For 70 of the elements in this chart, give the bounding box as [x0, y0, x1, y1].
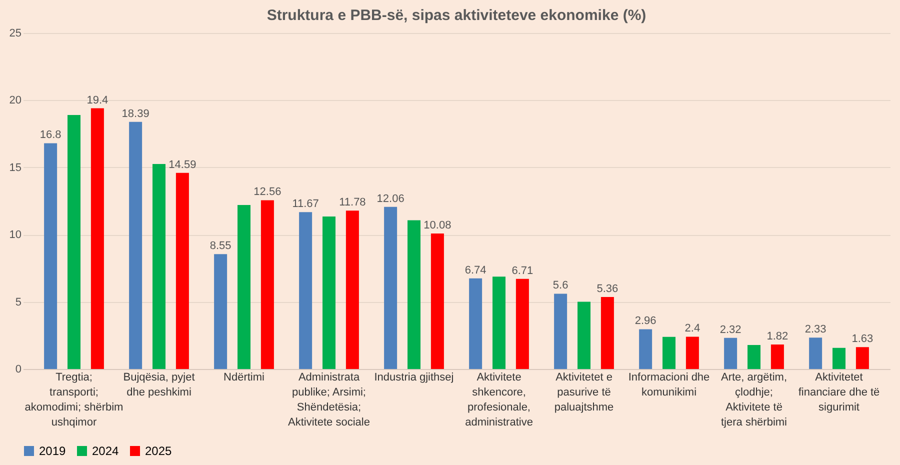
bar — [686, 336, 699, 369]
data-label: 2.33 — [804, 324, 826, 336]
bar — [408, 220, 420, 369]
x-tick-label: Ndërtimi — [224, 372, 264, 384]
x-tick-label: Bujqësia, pyjet dhe peshkimi — [123, 372, 195, 398]
bar — [90, 108, 104, 369]
bar — [600, 296, 614, 369]
bar — [129, 122, 142, 369]
data-label: 2.32 — [720, 324, 742, 336]
data-label: 2.96 — [634, 315, 656, 328]
data-label: 11.67 — [292, 198, 319, 210]
bar — [68, 114, 80, 369]
x-tick-label: Tregtia; transporti; akomodimi; shërbim ushqimor — [24, 372, 124, 428]
bar — [238, 205, 250, 369]
data-label: 5.36 — [596, 282, 618, 295]
bar — [469, 278, 482, 369]
data-label: 2.4 — [684, 322, 700, 335]
bar — [176, 172, 189, 369]
bar — [384, 206, 398, 369]
bar — [832, 348, 846, 369]
bar — [578, 302, 590, 369]
bar — [724, 338, 738, 369]
bar — [770, 344, 784, 369]
x-tick-label: Aktivitete shkencore, profesionale, administrative — [465, 372, 533, 428]
bar — [430, 234, 444, 369]
y-tick-label: 0 — [15, 364, 22, 376]
bar — [322, 216, 336, 369]
bar — [856, 347, 869, 369]
bar — [346, 210, 359, 369]
bar — [516, 278, 529, 369]
data-label: 1.63 — [852, 333, 874, 346]
legend-label: 2024 — [92, 444, 120, 458]
data-label: 12.56 — [254, 186, 282, 198]
x-tick-label: Informacioni dhe komunikimi — [628, 372, 710, 398]
y-tick-label: 5 — [15, 296, 22, 308]
bar — [748, 344, 760, 369]
x-tick-label: Aktivitetet e pasurive të paluajtshme — [554, 372, 614, 414]
y-tick-label: 25 — [9, 28, 22, 40]
legend-label: 2019 — [39, 444, 66, 458]
y-tick-label: 20 — [9, 94, 22, 107]
data-label: 12.06 — [376, 192, 404, 205]
legend-label: 2025 — [145, 444, 172, 458]
bar — [554, 294, 568, 369]
bar — [492, 276, 506, 369]
bar — [299, 212, 312, 369]
data-label: 18.39 — [122, 108, 150, 120]
bar — [639, 329, 652, 369]
data-label: 14.59 — [168, 158, 196, 171]
data-label: 6.71 — [512, 264, 534, 277]
data-label: 10.08 — [424, 220, 452, 232]
x-tick-label: Administrata publike; Arsimi; Shëndetësia; Aktivitete sociale — [288, 372, 370, 428]
data-label: 1.82 — [766, 330, 788, 343]
data-label: 6.74 — [464, 264, 486, 276]
bar — [809, 338, 822, 369]
x-tick-label: Arte, argëtim, çlodhje; Aktivitete të tjera shërbimi — [720, 372, 788, 428]
bar — [44, 143, 58, 369]
data-label: 16.8 — [40, 129, 62, 142]
bar — [260, 200, 274, 369]
data-label: 8.55 — [210, 240, 232, 252]
data-label: 11.78 — [339, 196, 366, 209]
bar — [662, 336, 676, 369]
y-tick-label: 10 — [9, 229, 22, 242]
data-label: 19.4 — [86, 94, 108, 106]
bar — [214, 254, 228, 369]
bar — [152, 164, 166, 369]
x-tick-label: Industria gjithsej — [374, 372, 454, 384]
chart-title: Struktura e PBB-së, sipas aktiviteteve ekonomike (%) — [266, 7, 646, 24]
x-tick-label: Aktivitetet financiare dhe të sigurimit — [798, 372, 880, 414]
y-tick-label: 15 — [9, 162, 22, 174]
data-label: 5.6 — [552, 280, 568, 292]
